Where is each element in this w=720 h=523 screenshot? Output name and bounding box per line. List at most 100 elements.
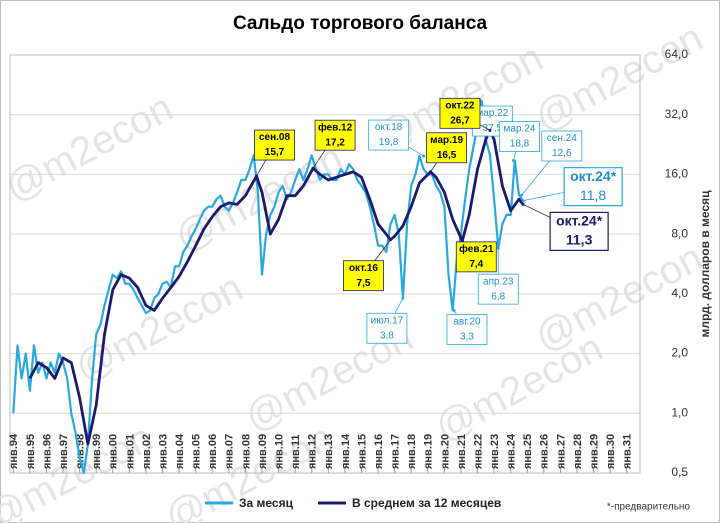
x-tick-label: янв.25: [522, 434, 534, 469]
annotation-label: апр.23: [483, 276, 514, 287]
annotation-box: [343, 260, 384, 292]
y-tick-label: 64,0: [665, 47, 689, 61]
x-tick-label: янв.08: [240, 434, 252, 469]
x-tick-label: янв.97: [58, 434, 70, 469]
annotation-point: [488, 128, 492, 132]
plot-border: [9, 54, 641, 474]
x-tick-label: янв.16: [373, 434, 385, 469]
annotation-label: окт.22: [445, 100, 474, 111]
annotation-label: мар.24: [504, 124, 536, 135]
annotation-label: фев.21: [459, 243, 494, 255]
x-tick-label: янв.28: [572, 434, 584, 469]
x-tick-label: янв.22: [472, 434, 484, 469]
x-tick-label: янв.04: [174, 433, 186, 469]
legend-label: В среднем за 12 месяцев: [352, 496, 501, 510]
annotation-label: окт.24*: [570, 168, 617, 184]
x-tick-label: янв.27: [555, 434, 567, 469]
x-tick-label: янв.20: [439, 434, 451, 469]
x-tick-label: янв.12: [307, 434, 319, 469]
annotation-value: 16,5: [437, 150, 457, 161]
annotation-label: июл.17: [371, 315, 404, 326]
annotation-point: [521, 202, 525, 206]
x-tick-label: янв.26: [539, 434, 551, 469]
annotation-point: [429, 170, 433, 174]
x-tick-label: янв.23: [489, 434, 501, 469]
y-tick-label: 4,0: [671, 286, 688, 300]
annotation-point: [255, 174, 259, 178]
x-tick-label: янв.24: [506, 433, 518, 469]
annotation-box: [541, 130, 583, 162]
x-tick-label: янв.05: [191, 434, 203, 469]
x-tick-label: янв.10: [273, 434, 285, 469]
annotation-point: [452, 308, 456, 312]
annotation-label: мар.19: [430, 135, 463, 146]
annotation-label: окт.24*: [556, 213, 603, 229]
annotation-box: [446, 314, 488, 345]
x-tick-label: янв.00: [108, 434, 120, 469]
annotation-label: окт.18: [375, 122, 403, 133]
x-tick-label: янв.03: [157, 434, 169, 469]
annotation-value: 37,5: [483, 123, 503, 134]
annotation-box: [549, 211, 609, 251]
annotation-box: [499, 121, 540, 152]
y-tick-label: 8,0: [671, 226, 688, 240]
annotation-box: [426, 132, 468, 164]
x-tick-label: янв.11: [290, 434, 302, 469]
x-tick-label: янв.19: [423, 434, 435, 469]
annotation-box: [368, 119, 410, 151]
annotation-point: [520, 193, 524, 197]
annotation-value: 6,8: [491, 291, 505, 302]
annotation-point: [422, 154, 426, 158]
annotation-box: [366, 312, 408, 344]
annotation-box: [254, 129, 295, 161]
annotation-box: [563, 167, 623, 207]
x-tick-label: янв.94: [8, 433, 20, 469]
annotation-point: [512, 159, 516, 163]
y-tick-label: 0,5: [671, 465, 688, 479]
annotation-box: [439, 97, 481, 129]
annotation-value: 26,7: [450, 115, 470, 126]
x-tick-label: янв.18: [406, 434, 418, 469]
x-tick-label: янв.07: [224, 434, 236, 469]
x-tick-label: янв.31: [622, 434, 634, 469]
annotation-value: 18,8: [510, 139, 530, 150]
x-tick-label: янв.14: [340, 433, 352, 469]
annotation-point: [388, 238, 392, 242]
annotation-label: окт.16: [349, 263, 378, 274]
annotation-label: сен.24: [547, 133, 577, 144]
annotation-value: 12,6: [552, 148, 572, 159]
annotation-value: 11,8: [580, 187, 606, 203]
annotation-value: 17,2: [325, 137, 345, 148]
annotation-point: [521, 199, 525, 203]
annotation-value: 7,5: [357, 278, 371, 289]
annotation-label: фев.12: [318, 121, 353, 133]
x-tick-label: янв.02: [141, 434, 153, 469]
annotation-label: сен.08: [259, 132, 291, 143]
x-tick-label: янв.30: [605, 434, 617, 469]
legend-label: За месяц: [239, 496, 294, 510]
x-tick-label: янв.06: [207, 434, 219, 469]
annotation-point: [496, 246, 500, 250]
y-tick-label: 16,0: [665, 167, 689, 181]
x-tick-label: янв.17: [390, 434, 402, 469]
x-tick-label: янв.96: [41, 434, 53, 469]
x-tick-label: янв.99: [91, 434, 103, 469]
annotation-value: 7,4: [469, 259, 483, 270]
x-tick-label: янв.21: [456, 434, 468, 469]
x-tick-label: янв.95: [25, 434, 37, 469]
annotation-label: авг.20: [453, 317, 481, 328]
y-tick-label: 1,0: [671, 405, 688, 419]
annotation-value: 3,3: [460, 332, 474, 343]
annotation-value: 19,8: [379, 137, 399, 148]
x-tick-label: янв.01: [124, 434, 136, 469]
x-tick-label: янв.13: [323, 434, 335, 469]
annotation-box: [455, 241, 497, 273]
x-tick-label: янв.29: [588, 434, 600, 469]
annotation-point: [311, 166, 315, 170]
annotation-value: 3,8: [380, 330, 394, 341]
y-tick-label: 32,0: [665, 107, 689, 121]
annotation-box: [314, 119, 356, 151]
chart-title: Сальдо торгового баланса: [233, 13, 488, 34]
series-line: [28, 128, 525, 446]
